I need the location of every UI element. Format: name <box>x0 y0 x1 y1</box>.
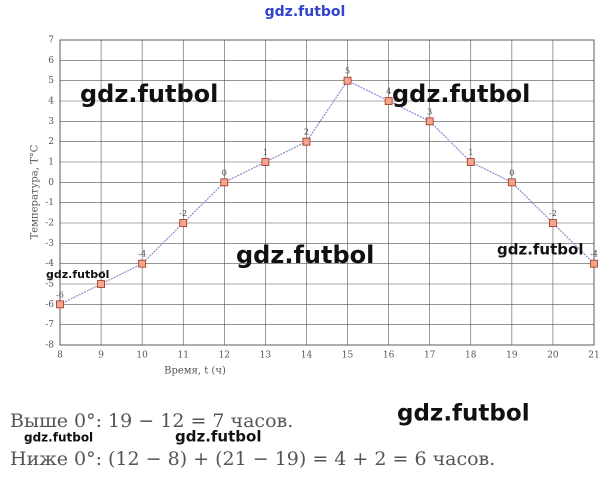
y-tick-label: -4 <box>45 259 54 269</box>
data-marker <box>507 178 516 187</box>
y-tick-label: -5 <box>45 280 54 290</box>
x-tick-label: 16 <box>383 351 395 361</box>
data-line <box>59 79 595 305</box>
data-marker <box>343 76 352 85</box>
x-tick-label: 15 <box>342 351 354 361</box>
data-marker <box>302 137 311 146</box>
data-label: 1 <box>263 148 268 157</box>
y-tick-label: 3 <box>48 117 54 127</box>
data-label: 0 <box>222 168 227 177</box>
data-marker <box>590 259 598 268</box>
y-tick-label: 6 <box>48 56 54 66</box>
data-label: 4 <box>386 87 391 96</box>
x-tick-label: 10 <box>136 351 148 361</box>
watermark: gdz.futbol <box>46 268 109 281</box>
y-axis-label: Температура, T°C <box>30 144 41 239</box>
data-label: -2 <box>549 209 557 218</box>
x-tick-label: 21 <box>588 351 599 361</box>
watermark: gdz.futbol <box>497 241 583 259</box>
data-label: -5 <box>97 270 105 279</box>
y-tick-label: -8 <box>45 341 54 351</box>
x-tick-label: 20 <box>547 351 559 361</box>
y-tick-label: -7 <box>45 320 54 330</box>
watermark: gdz.futbol <box>80 80 218 108</box>
data-marker <box>425 117 434 126</box>
y-tick-label: -6 <box>45 300 54 310</box>
data-label: -6 <box>56 290 64 299</box>
data-label: 1 <box>468 148 473 157</box>
y-tick-label: 2 <box>48 137 54 147</box>
x-tick-label: 17 <box>424 351 436 361</box>
watermark: gdz.futbol <box>236 241 374 269</box>
data-marker <box>261 158 270 166</box>
data-label: -4 <box>590 250 598 259</box>
y-tick-label: 4 <box>48 97 54 107</box>
data-marker <box>97 280 105 288</box>
x-tick-label: 11 <box>178 351 189 361</box>
solution-line: Ниже 0°: (12 − 8) + (21 − 19) = 4 + 2 = … <box>10 448 495 470</box>
watermark: gdz.futbol <box>397 401 530 427</box>
x-axis-label: Время, t (ч) <box>164 366 226 377</box>
data-label: 2 <box>304 128 309 137</box>
x-tick-label: 8 <box>57 351 63 361</box>
data-label: -4 <box>138 250 146 259</box>
watermark: gdz.futbol <box>265 4 346 20</box>
y-tick-label: -2 <box>45 219 54 229</box>
data-label: 3 <box>427 107 432 116</box>
y-tick-label: 1 <box>48 158 54 168</box>
data-marker <box>549 219 557 227</box>
data-label: 5 <box>345 67 350 76</box>
data-marker <box>384 97 393 105</box>
x-tick-label: 12 <box>219 351 230 361</box>
data-marker <box>179 219 188 227</box>
y-tick-label: 0 <box>48 178 54 188</box>
data-marker <box>466 158 475 166</box>
watermark: gdz.futbol <box>175 428 261 446</box>
x-tick-label: 19 <box>506 351 518 361</box>
watermark: gdz.futbol <box>24 431 93 445</box>
data-marker <box>220 178 229 187</box>
data-label: -2 <box>179 209 187 218</box>
y-tick-label: -3 <box>45 239 54 249</box>
y-tick-label: 5 <box>48 76 54 86</box>
y-tick-label: 7 <box>48 36 54 46</box>
x-tick-label: 18 <box>465 351 477 361</box>
watermark: gdz.futbol <box>392 80 530 108</box>
x-tick-label: 9 <box>98 351 104 361</box>
data-marker <box>56 300 64 309</box>
data-marker <box>138 259 147 268</box>
data-label: 0 <box>509 168 514 177</box>
solution-line: Выше 0°: 19 − 12 = 7 часов. <box>10 410 293 432</box>
x-tick-label: 13 <box>260 351 272 361</box>
x-tick-label: 14 <box>301 351 313 361</box>
y-tick-label: -1 <box>45 198 54 208</box>
